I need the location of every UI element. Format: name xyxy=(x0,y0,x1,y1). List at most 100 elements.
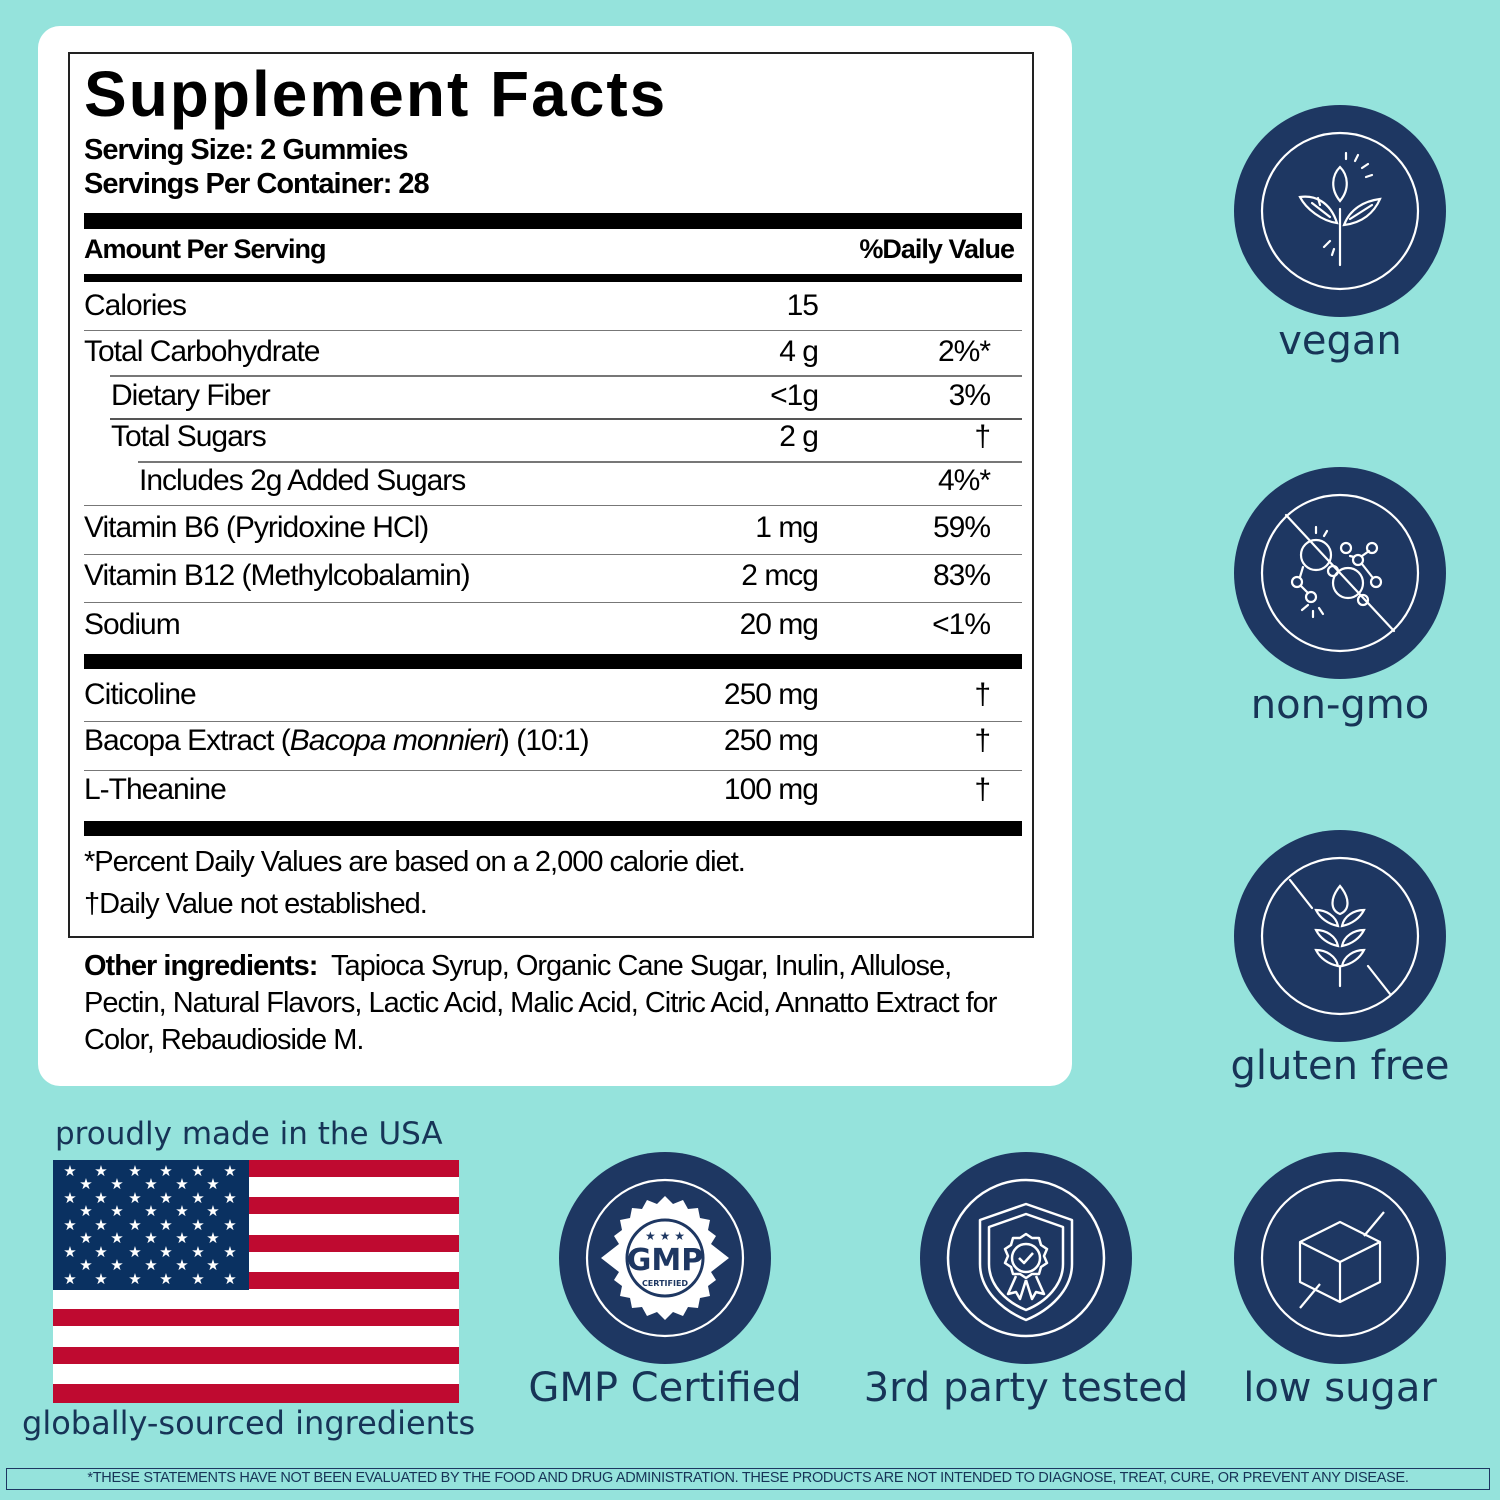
nutrient-dv: 4%* xyxy=(937,464,991,497)
svg-text:★: ★ xyxy=(175,1175,188,1193)
ingredient-name-prefix: Bacopa Extract ( xyxy=(84,724,291,757)
table-row: Bacopa Extract (Bacopa monnieri) (10:1) … xyxy=(84,724,1022,771)
ingredient-name-suffix: ) (10:1) xyxy=(499,724,590,757)
thick-divider xyxy=(84,821,1022,836)
globally-sourced-label: globally-sourced ingredients xyxy=(22,1404,476,1442)
made-in-usa-label: proudly made in the USA xyxy=(55,1116,443,1152)
svg-text:★: ★ xyxy=(128,1216,141,1234)
nutrient-name: Dietary Fiber xyxy=(111,379,271,412)
vegan-label: vegan xyxy=(1278,318,1402,364)
nutrient-amount: 20 mg xyxy=(739,608,819,641)
nutrient-dv: 3% xyxy=(948,379,991,412)
table-row: Total Sugars 2 g † xyxy=(84,420,1022,460)
table-header: Amount Per Serving %Daily Value xyxy=(84,234,1022,265)
ingredient-dv: † xyxy=(974,724,991,757)
svg-text:★: ★ xyxy=(94,1216,107,1234)
ingredient-name: L-Theanine xyxy=(84,773,227,806)
table-row: Total Carbohydrate 4 g 2%* xyxy=(84,335,1022,377)
svg-text:★: ★ xyxy=(63,1216,76,1234)
svg-text:★: ★ xyxy=(144,1175,157,1193)
non-gmo-label: non-gmo xyxy=(1250,682,1430,728)
nutrient-name: Sodium xyxy=(84,608,181,641)
svg-text:★: ★ xyxy=(223,1270,236,1288)
ingredient-amount: 250 mg xyxy=(723,724,819,757)
thick-divider xyxy=(84,654,1022,669)
table-row: Vitamin B6 (Pyridoxine HCl) 1 mg 59% xyxy=(84,511,1022,555)
vegan-badge xyxy=(1234,105,1446,317)
nutrient-name: Total Sugars xyxy=(111,420,267,453)
svg-text:★: ★ xyxy=(223,1162,236,1180)
svg-text:★: ★ xyxy=(128,1162,141,1180)
other-ingredients: Other ingredients: Tapioca Syrup, Organi… xyxy=(84,948,1024,1059)
nutrient-name: Total Carbohydrate xyxy=(84,335,320,368)
svg-text:★: ★ xyxy=(191,1189,204,1207)
gmp-certified-label: GMP Certified xyxy=(528,1365,802,1411)
third-party-tested-label: 3rd party tested xyxy=(863,1365,1189,1411)
svg-text:★: ★ xyxy=(159,1216,172,1234)
daily-value-header: %Daily Value xyxy=(859,234,1015,264)
nutrient-amount: <1g xyxy=(770,379,819,412)
amount-per-serving-header: Amount Per Serving xyxy=(84,234,327,264)
ingredient-dv: † xyxy=(974,678,991,711)
svg-text:★: ★ xyxy=(159,1162,172,1180)
svg-text:★: ★ xyxy=(191,1216,204,1234)
nutrient-name: Includes 2g Added Sugars xyxy=(139,464,466,497)
svg-text:★: ★ xyxy=(110,1202,123,1220)
ingredient-amount: 250 mg xyxy=(723,678,819,711)
thick-divider xyxy=(84,274,1022,282)
no-molecule-icon xyxy=(1260,493,1420,653)
nutrient-amount: 4 g xyxy=(779,335,819,368)
svg-text:★: ★ xyxy=(79,1175,92,1193)
svg-text:★: ★ xyxy=(94,1243,107,1261)
svg-text:★: ★ xyxy=(206,1202,219,1220)
table-row: L-Theanine 100 mg † xyxy=(84,773,1022,817)
other-ingredients-list: Tapioca Syrup, Organic Cane Sugar, Inuli… xyxy=(84,950,997,1056)
svg-text:★: ★ xyxy=(63,1243,76,1261)
svg-text:★: ★ xyxy=(110,1256,123,1274)
svg-text:★: ★ xyxy=(223,1189,236,1207)
serving-size: Serving Size: 2 Gummies xyxy=(84,134,409,166)
gluten-free-badge xyxy=(1234,830,1446,1042)
svg-text:GMP: GMP xyxy=(627,1243,703,1278)
table-row: Citicoline 250 mg † xyxy=(84,678,1022,722)
svg-text:★: ★ xyxy=(128,1189,141,1207)
table-row: Includes 2g Added Sugars 4%* xyxy=(84,464,1022,506)
svg-text:★: ★ xyxy=(94,1270,107,1288)
nutrient-dv: † xyxy=(974,420,991,453)
svg-text:★: ★ xyxy=(144,1229,157,1247)
nutrient-amount: 15 xyxy=(786,289,819,322)
svg-text:★: ★ xyxy=(94,1162,107,1180)
nutrient-dv: 59% xyxy=(932,511,991,544)
nutrient-name: Vitamin B6 (Pyridoxine HCl) xyxy=(84,511,429,544)
nutrient-name: Vitamin B12 (Methylcobalamin) xyxy=(84,559,471,592)
svg-text:★: ★ xyxy=(128,1270,141,1288)
gmp-certified-badge: GMP CERTIFIED ★ ★ ★ xyxy=(559,1152,771,1364)
svg-text:★: ★ xyxy=(206,1175,219,1193)
nutrient-amount: 1 mg xyxy=(755,511,819,544)
page-title: Supplement Facts xyxy=(84,58,668,130)
svg-text:★: ★ xyxy=(63,1162,76,1180)
svg-text:★: ★ xyxy=(175,1256,188,1274)
svg-text:★: ★ xyxy=(159,1189,172,1207)
svg-text:★: ★ xyxy=(206,1229,219,1247)
row-divider xyxy=(138,461,1022,463)
svg-text:★: ★ xyxy=(110,1175,123,1193)
row-divider xyxy=(110,375,1022,377)
footnote-not-established: †Daily Value not established. xyxy=(84,888,428,920)
svg-text:★: ★ xyxy=(79,1229,92,1247)
other-ingredients-label: Other ingredients: xyxy=(84,950,318,982)
nutrient-name: Calories xyxy=(84,289,187,322)
low-sugar-label: low sugar xyxy=(1243,1365,1437,1411)
servings-per-container: Servings Per Container: 28 xyxy=(84,168,430,200)
svg-text:★: ★ xyxy=(94,1189,107,1207)
supplement-facts-panel xyxy=(68,52,1034,938)
usa-flag-icon: ★ ★ ★ ★ ★ ★ ★ ★ ★ ★ ★ ★ ★ ★ ★ ★ ★ ★ ★ ★ ★ ★ ★ ★ ★ ★ ★ ★ ★ ★ ★ ★ ★ ★… xyxy=(53,1160,459,1403)
svg-text:★: ★ xyxy=(191,1270,204,1288)
svg-text:★: ★ xyxy=(79,1256,92,1274)
thick-divider xyxy=(84,213,1022,229)
nutrient-dv: <1% xyxy=(932,608,991,641)
svg-text:★: ★ xyxy=(63,1189,76,1207)
svg-text:★: ★ xyxy=(206,1256,219,1274)
ingredient-name: Citicoline xyxy=(84,678,197,711)
low-sugar-badge xyxy=(1234,1152,1446,1364)
